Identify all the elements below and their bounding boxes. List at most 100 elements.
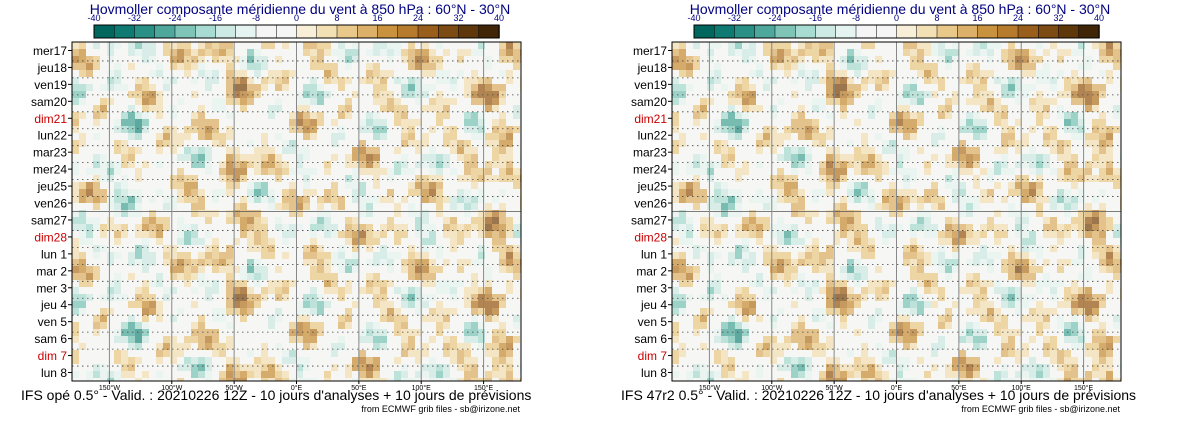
field-cell — [938, 182, 945, 189]
field-cell — [805, 301, 812, 308]
field-cell — [324, 84, 331, 91]
field-cell — [93, 245, 100, 252]
field-cell — [86, 140, 93, 147]
field-cell — [749, 231, 756, 238]
field-cell — [142, 42, 149, 49]
field-cell — [163, 259, 170, 266]
field-cell — [191, 378, 198, 381]
field-cell — [86, 168, 93, 175]
field-cell — [770, 98, 777, 105]
field-cell — [443, 196, 450, 203]
field-cell — [415, 371, 422, 378]
field-cell — [107, 203, 114, 210]
field-cell — [714, 371, 721, 378]
colorbar-tick-label: 0 — [894, 13, 899, 23]
field-cell — [693, 133, 700, 140]
field-cell — [1036, 98, 1043, 105]
field-cell — [868, 315, 875, 322]
field-cell — [450, 371, 457, 378]
field-cell — [1064, 77, 1071, 84]
field-cell — [896, 112, 903, 119]
field-cell — [812, 119, 819, 126]
field-cell — [721, 329, 728, 336]
field-cell — [429, 182, 436, 189]
field-cell — [499, 210, 506, 217]
field-cell — [1064, 315, 1071, 322]
field-cell — [72, 273, 79, 280]
field-cell — [429, 308, 436, 315]
field-cell — [1099, 350, 1106, 357]
field-cell — [742, 266, 749, 273]
field-cell — [721, 203, 728, 210]
field-cell — [868, 140, 875, 147]
field-cell — [331, 42, 338, 49]
field-cell — [1106, 266, 1113, 273]
field-cell — [142, 231, 149, 238]
field-cell — [450, 336, 457, 343]
field-cell — [107, 196, 114, 203]
field-cell — [861, 301, 868, 308]
field-cell — [770, 231, 777, 238]
field-cell — [107, 182, 114, 189]
field-cell — [254, 259, 261, 266]
field-cell — [1057, 126, 1064, 133]
field-cell — [100, 84, 107, 91]
field-cell — [1099, 294, 1106, 301]
field-cell — [226, 175, 233, 182]
field-cell — [994, 168, 1001, 175]
field-cell — [889, 147, 896, 154]
field-cell — [380, 126, 387, 133]
field-cell — [464, 364, 471, 371]
field-cell — [422, 252, 429, 259]
field-cell — [777, 315, 784, 322]
field-cell — [387, 343, 394, 350]
field-cell — [1043, 77, 1050, 84]
field-cell — [401, 56, 408, 63]
field-cell — [693, 63, 700, 70]
field-cell — [1106, 371, 1113, 378]
field-cell — [861, 343, 868, 350]
field-cell — [408, 301, 415, 308]
field-cell — [903, 112, 910, 119]
field-cell — [896, 287, 903, 294]
field-cell — [289, 371, 296, 378]
field-cell — [1057, 224, 1064, 231]
field-cell — [366, 210, 373, 217]
field-cell — [1015, 266, 1022, 273]
field-cell — [247, 84, 254, 91]
field-cell — [492, 245, 499, 252]
colorbar-swatch — [916, 24, 938, 39]
field-cell — [394, 252, 401, 259]
field-cell — [686, 133, 693, 140]
field-cell — [854, 294, 861, 301]
y-tick-label: mer 3 — [636, 281, 667, 295]
field-cell — [478, 42, 485, 49]
field-cell — [714, 105, 721, 112]
field-cell — [847, 140, 854, 147]
field-cell — [156, 91, 163, 98]
field-cell — [422, 133, 429, 140]
field-cell — [910, 105, 917, 112]
field-cell — [282, 161, 289, 168]
field-cell — [1008, 343, 1015, 350]
field-cell — [959, 189, 966, 196]
field-cell — [275, 364, 282, 371]
field-cell — [861, 287, 868, 294]
colorbar-swatch — [815, 24, 837, 39]
field-cell — [875, 231, 882, 238]
field-cell — [79, 63, 86, 70]
field-cell — [506, 280, 513, 287]
field-cell — [987, 329, 994, 336]
field-cell — [261, 168, 268, 175]
field-cell — [163, 42, 170, 49]
field-cell — [1078, 175, 1085, 182]
field-cell — [1064, 301, 1071, 308]
field-cell — [331, 140, 338, 147]
field-cell — [672, 210, 679, 217]
field-cell — [1008, 294, 1015, 301]
field-cell — [812, 56, 819, 63]
field-cell — [93, 189, 100, 196]
field-cell — [854, 49, 861, 56]
field-cell — [457, 189, 464, 196]
field-cell — [1078, 252, 1085, 259]
